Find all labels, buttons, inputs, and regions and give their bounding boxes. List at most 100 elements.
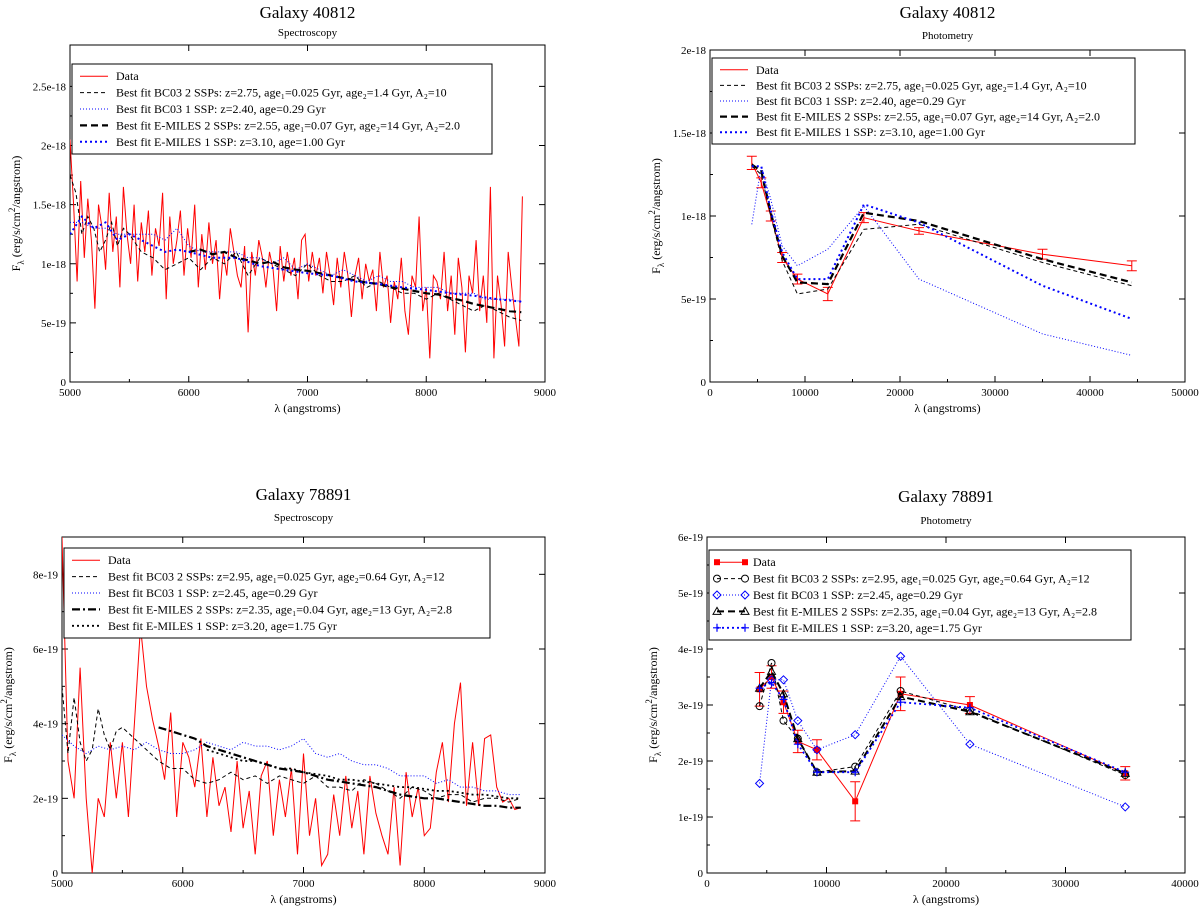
x-tick-label: 20000 bbox=[886, 387, 914, 399]
data-point bbox=[1121, 768, 1130, 777]
series-line-2 bbox=[751, 165, 1132, 295]
data-point bbox=[896, 698, 905, 707]
data-point bbox=[1120, 802, 1130, 812]
x-tick-label: 6000 bbox=[178, 387, 201, 399]
legend-label: Best fit BC03 1 SSP: z=2.45, age=0.29 Gy… bbox=[753, 588, 963, 602]
data-point bbox=[965, 739, 975, 749]
x-tick-label: 30000 bbox=[1052, 878, 1080, 890]
legend-label: Best fit E-MILES 1 SSP: z=3.10, age=1.00… bbox=[116, 135, 345, 149]
chart-title: Galaxy 40812 bbox=[900, 3, 996, 22]
panel-1: Galaxy 40812 Spectroscopy 5000 6000 7000 8000… bbox=[7, 3, 557, 415]
data-point bbox=[812, 768, 821, 777]
legend-label: Best fit E-MILES 2 SSPs: z=2.35, age₁=0.… bbox=[753, 604, 1097, 618]
series-line-4 bbox=[758, 669, 1126, 775]
y-tick-label: 3e-19 bbox=[678, 700, 704, 712]
series-line-1 bbox=[759, 676, 1126, 803]
data-point bbox=[895, 651, 906, 661]
data-point bbox=[851, 768, 860, 777]
y-tick-label: 1.5e-18 bbox=[673, 128, 707, 140]
x-tick-label: 9000 bbox=[534, 387, 557, 399]
series-line-2 bbox=[70, 174, 522, 321]
legend-label: Data bbox=[108, 553, 131, 567]
series-line-4 bbox=[188, 248, 522, 314]
data-point bbox=[778, 675, 789, 685]
chart-title: Galaxy 40812 bbox=[260, 3, 356, 22]
x-tick-label: 30000 bbox=[981, 387, 1009, 399]
legend-label: Best fit BC03 1 SSP: z=2.40, age=0.29 Gy… bbox=[756, 94, 966, 108]
legend-marker bbox=[740, 590, 750, 600]
x-tick-label: 8000 bbox=[415, 387, 438, 399]
y-tick-label: 2e-19 bbox=[678, 756, 704, 768]
series-line-5 bbox=[759, 681, 1126, 774]
x-tick-label: 10000 bbox=[813, 878, 841, 890]
chart-subtitle: Photometry bbox=[920, 515, 972, 527]
series-line-3 bbox=[759, 655, 1126, 808]
y-axis-label: Fλ (erg/s/cm2/angstrom) bbox=[644, 647, 663, 763]
legend-label: Best fit BC03 1 SSP: z=2.45, age=0.29 Gy… bbox=[108, 586, 318, 600]
legend-label: Data bbox=[756, 63, 779, 77]
x-tick-label: 40000 bbox=[1076, 387, 1104, 399]
y-axis-label: Fλ (erg/s/cm2/angstrom) bbox=[7, 156, 26, 272]
y-axis-label: Fλ (erg/s/cm2/angstrom) bbox=[0, 647, 18, 763]
legend: Data Best fit BC03 2 SSPs: z=2.75, age₁=0… bbox=[71, 63, 493, 155]
legend-label: Data bbox=[116, 69, 139, 83]
legend-marker bbox=[742, 559, 748, 566]
legend-label: Best fit E-MILES 1 SSP: z=3.20, age=1.75… bbox=[108, 619, 337, 633]
chart-subtitle: Spectroscopy bbox=[278, 27, 338, 39]
error-bar bbox=[792, 273, 803, 285]
legend-marker bbox=[740, 606, 750, 615]
y-tick-label: 2e-18 bbox=[41, 141, 67, 153]
x-tick-label: 5000 bbox=[51, 878, 74, 890]
legend: Data Best fit BC03 2 SSPs: z=2.95, age₁=0… bbox=[708, 549, 1132, 641]
series-line-3 bbox=[751, 166, 1132, 356]
legend-marker bbox=[714, 559, 720, 566]
data-point bbox=[755, 702, 764, 711]
x-axis-label: λ (angstroms) bbox=[274, 401, 340, 415]
x-tick-label: 20000 bbox=[932, 878, 960, 890]
series-line-3 bbox=[70, 221, 522, 303]
y-tick-label: 5e-19 bbox=[41, 318, 67, 330]
x-tick-label: 6000 bbox=[172, 878, 195, 890]
data-point bbox=[767, 678, 776, 687]
series-group bbox=[62, 537, 521, 873]
series-group bbox=[70, 139, 523, 359]
legend-box bbox=[708, 549, 1132, 641]
y-tick-label: 1e-19 bbox=[678, 812, 704, 824]
data-point bbox=[793, 740, 802, 749]
legend-label: Best fit E-MILES 1 SSP: z=3.20, age=1.75… bbox=[753, 621, 982, 635]
legend-marker bbox=[713, 574, 721, 583]
x-axis-label: λ (angstroms) bbox=[914, 401, 980, 415]
legend-label: Best fit E-MILES 1 SSP: z=3.10, age=1.00… bbox=[756, 125, 985, 139]
data-point bbox=[779, 716, 788, 725]
chart-title: Galaxy 78891 bbox=[256, 485, 352, 504]
series-line-2 bbox=[759, 662, 1126, 776]
error-bar bbox=[1126, 260, 1137, 272]
data-point bbox=[812, 745, 822, 755]
series-group bbox=[754, 651, 1131, 822]
y-tick-label: 0 bbox=[61, 377, 67, 389]
y-tick-label: 1e-18 bbox=[681, 211, 707, 223]
y-tick-label: 8e-19 bbox=[33, 569, 59, 581]
data-point bbox=[766, 666, 777, 675]
data-point bbox=[896, 687, 905, 695]
legend-marker bbox=[712, 606, 722, 615]
legend-label: Best fit BC03 2 SSPs: z=2.95, age₁=0.025… bbox=[108, 570, 445, 584]
series-line-1 bbox=[62, 537, 521, 873]
data-point bbox=[754, 778, 765, 789]
y-tick-label: 6e-19 bbox=[33, 644, 59, 656]
data-point bbox=[779, 695, 788, 704]
legend-box bbox=[711, 57, 1136, 145]
series-line-5 bbox=[206, 748, 521, 800]
y-tick-label: 2e-19 bbox=[33, 793, 59, 805]
y-tick-label: 2.5e-18 bbox=[33, 81, 67, 93]
series-line-4 bbox=[158, 726, 521, 809]
legend-label: Best fit BC03 2 SSPs: z=2.75, age₁=0.025… bbox=[116, 86, 447, 100]
y-tick-label: 4e-19 bbox=[33, 719, 59, 731]
legend-label: Best fit BC03 2 SSPs: z=2.75, age₁=0.025… bbox=[756, 78, 1087, 92]
legend-box bbox=[63, 547, 491, 639]
x-tick-label: 10000 bbox=[791, 387, 819, 399]
error-bar bbox=[822, 286, 833, 302]
x-tick-label: 5000 bbox=[59, 387, 82, 399]
